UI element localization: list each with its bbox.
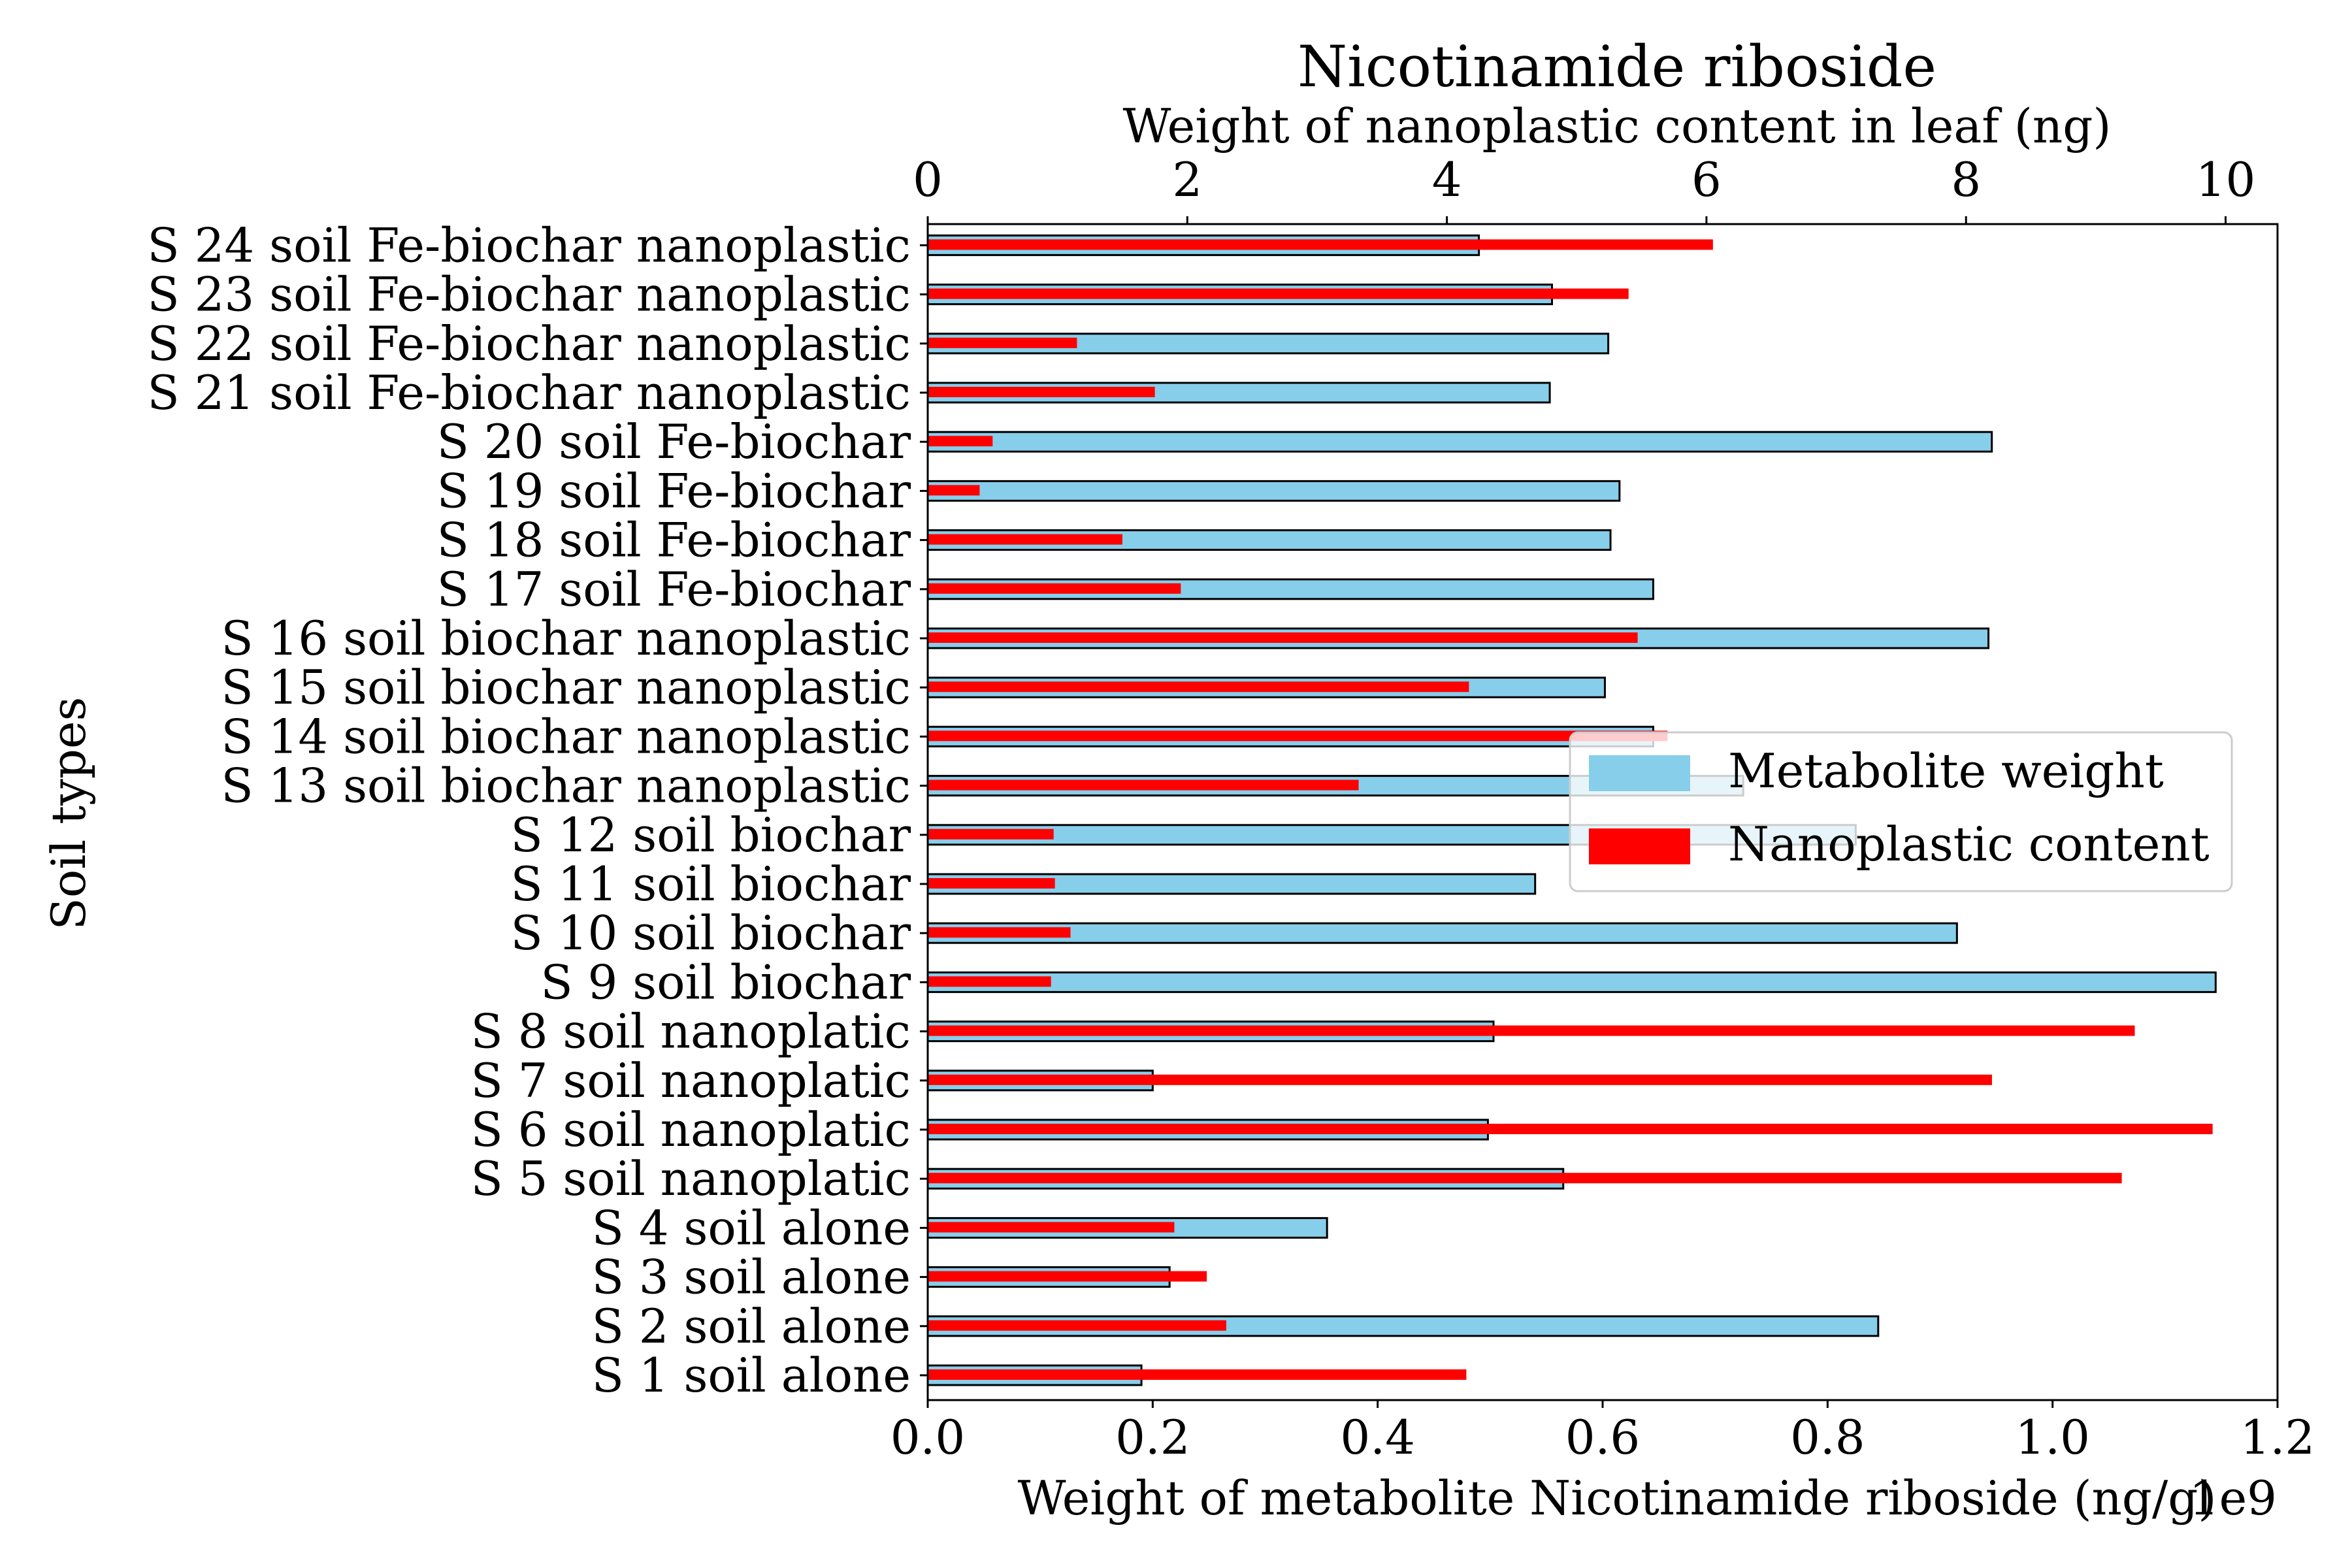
category-label: S 7 soil nanoplatic bbox=[471, 1053, 911, 1108]
x-tick-label-bottom: 0.2 bbox=[1115, 1410, 1190, 1465]
x-tick-label-bottom: 1.0 bbox=[2015, 1410, 2090, 1465]
bar-nanoplastic bbox=[928, 878, 1055, 889]
category-label: S 17 soil Fe-biochar bbox=[437, 562, 911, 617]
bar-nanoplastic bbox=[928, 1173, 2122, 1184]
category-label: S 21 soil Fe-biochar nanoplastic bbox=[147, 365, 911, 420]
category-label: S 1 soil alone bbox=[592, 1348, 911, 1403]
category-label: S 8 soil nanoplatic bbox=[471, 1004, 911, 1059]
axis-multiplier: 1e9 bbox=[2189, 1471, 2277, 1526]
x-tick-label-top: 2 bbox=[1172, 152, 1202, 207]
category-label: S 22 soil Fe-biochar nanoplastic bbox=[147, 316, 911, 371]
category-label: S 4 soil alone bbox=[592, 1200, 911, 1255]
bar-nanoplastic bbox=[928, 1025, 2135, 1036]
x-tick-label-top: 8 bbox=[1951, 152, 1981, 207]
bar-nanoplastic bbox=[928, 1124, 2213, 1134]
x-tick-label-top: 0 bbox=[913, 152, 943, 207]
tick-layer: 0.0 0.2 0.4 0.6 0.8 1.0 1.2 0 2 4 6 8 10 bbox=[890, 152, 2315, 1465]
bar-nanoplastic bbox=[928, 1271, 1207, 1282]
category-label: S 13 soil biochar nanoplastic bbox=[221, 759, 911, 813]
category-label: S 10 soil biochar bbox=[511, 906, 911, 960]
x-tick-label-top: 10 bbox=[2196, 152, 2256, 207]
plot-frame bbox=[926, 223, 2279, 1401]
bar-metabolite bbox=[926, 922, 1958, 944]
x-tick-label-top: 6 bbox=[1691, 152, 1722, 207]
bottom-axis-label: Weight of metabolite Nicotinamide ribosi… bbox=[1018, 1471, 2217, 1526]
category-label: S 15 soil biochar nanoplastic bbox=[221, 660, 911, 715]
bar-nanoplastic bbox=[928, 1074, 1992, 1085]
legend-box bbox=[1569, 731, 2233, 892]
category-label: S 9 soil biochar bbox=[540, 955, 911, 1009]
bar-metabolite bbox=[926, 971, 2217, 993]
bar-nanoplastic bbox=[928, 485, 980, 496]
y-axis-label: Soil types bbox=[41, 697, 96, 930]
category-label: S 6 soil nanoplatic bbox=[471, 1102, 911, 1157]
x-tick-label-bottom: 0.4 bbox=[1340, 1410, 1415, 1465]
chart-title: Nicotinamide riboside bbox=[1298, 33, 1936, 100]
bar-metabolite bbox=[926, 480, 1621, 502]
x-tick-label-bottom: 0.0 bbox=[890, 1410, 966, 1465]
bar-nanoplastic bbox=[928, 976, 1051, 987]
top-axis-label: Weight of nanoplastic content in leaf (n… bbox=[1123, 99, 2112, 154]
category-label: S 12 soil biochar bbox=[511, 808, 911, 862]
bar-nanoplastic bbox=[928, 927, 1071, 938]
bar-nanoplastic bbox=[928, 1222, 1175, 1233]
category-label: S 16 soil biochar nanoplastic bbox=[221, 611, 911, 666]
bar-nanoplastic bbox=[928, 779, 1359, 791]
bar-nanoplastic bbox=[928, 534, 1122, 545]
bar-nanoplastic bbox=[928, 239, 1713, 250]
bar-nanoplastic bbox=[928, 1369, 1467, 1380]
bar-nanoplastic bbox=[928, 681, 1469, 693]
category-label: S 19 soil Fe-biochar bbox=[437, 463, 911, 518]
category-label: S 18 soil Fe-biochar bbox=[437, 513, 911, 568]
category-label: S 24 soil Fe-biochar nanoplastic bbox=[147, 218, 911, 272]
bar-layer bbox=[926, 234, 2217, 1386]
bar-nanoplastic bbox=[928, 1320, 1226, 1331]
bar-nanoplastic bbox=[928, 583, 1181, 594]
x-tick-label-bottom: 1.2 bbox=[2240, 1410, 2315, 1465]
legend-label-metabolite: Metabolite weight bbox=[1728, 743, 2164, 798]
category-label: S 20 soil Fe-biochar bbox=[437, 414, 911, 469]
bar-nanoplastic bbox=[928, 387, 1155, 397]
category-label: S 11 soil biochar bbox=[511, 857, 911, 911]
category-label: S 3 soil alone bbox=[592, 1250, 911, 1305]
bar-nanoplastic bbox=[928, 337, 1077, 348]
bar-nanoplastic bbox=[928, 828, 1054, 840]
x-tick-label-top: 4 bbox=[1432, 152, 1462, 207]
category-label: S 14 soil biochar nanoplastic bbox=[221, 709, 911, 764]
bar-nanoplastic bbox=[928, 288, 1629, 299]
bar-nanoplastic bbox=[928, 632, 1638, 643]
legend-label-nanoplastic: Nanoplastic content bbox=[1728, 817, 2210, 872]
legend-swatch-nanoplastic bbox=[1589, 828, 1690, 864]
x-tick-label-bottom: 0.8 bbox=[1790, 1410, 1865, 1465]
bar-nanoplastic bbox=[928, 436, 993, 447]
x-tick-label-bottom: 0.6 bbox=[1565, 1410, 1641, 1465]
category-label: S 23 soil Fe-biochar nanoplastic bbox=[147, 267, 911, 322]
legend-swatch-metabolite bbox=[1589, 755, 1690, 791]
legend: Metabolite weight Nanoplastic content bbox=[1569, 731, 2233, 892]
bar-nanoplastic bbox=[928, 730, 1668, 742]
category-label: S 2 soil alone bbox=[592, 1299, 911, 1354]
bar-metabolite bbox=[926, 431, 1993, 453]
category-label: S 5 soil nanoplatic bbox=[471, 1151, 911, 1206]
